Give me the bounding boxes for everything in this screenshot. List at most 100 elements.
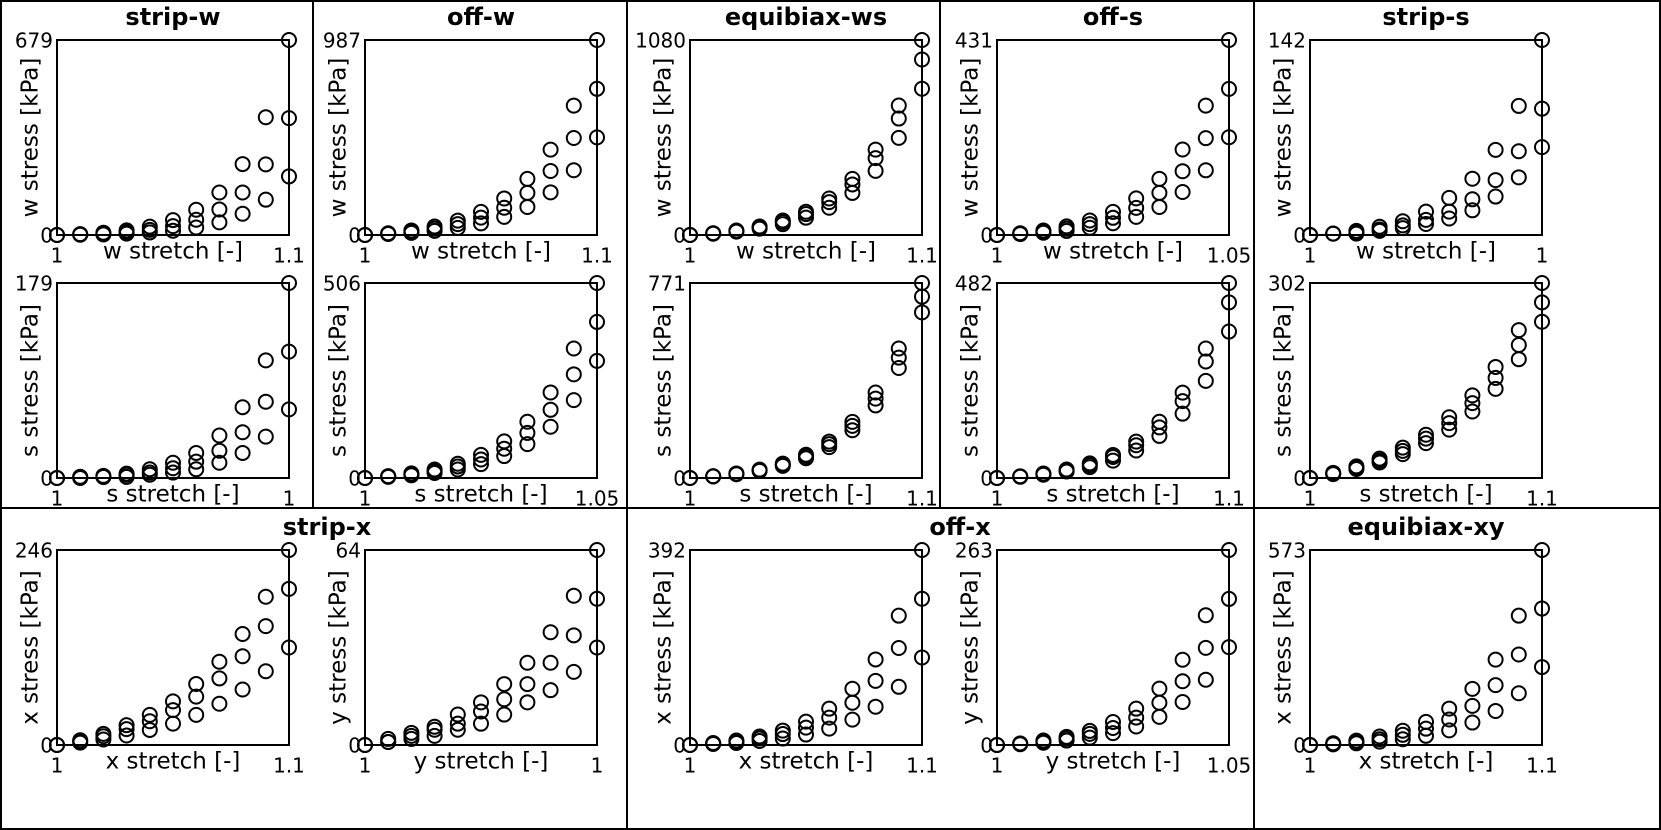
data-point — [914, 288, 930, 305]
data-point — [234, 184, 251, 201]
y-axis-label: x stress [kPa] — [1271, 570, 1297, 725]
data-point — [844, 413, 861, 430]
plot-frame — [1309, 39, 1543, 236]
x-tick-label: 1 — [684, 244, 697, 268]
data-point — [357, 737, 373, 753]
plot-frame — [996, 39, 1230, 236]
data-point — [188, 211, 205, 228]
data-point — [165, 212, 181, 229]
y-tick-label: 263 — [955, 539, 993, 563]
data-point — [1197, 671, 1214, 688]
data-point — [403, 224, 420, 241]
data-point — [1174, 693, 1191, 710]
data-point — [867, 397, 884, 414]
x-tick-label: 1.1 — [906, 487, 938, 511]
data-point — [473, 703, 489, 720]
data-point — [1035, 734, 1052, 751]
data-point — [890, 359, 907, 376]
data-point — [188, 201, 205, 218]
y-axis-label: s stress [kPa] — [958, 304, 984, 457]
data-point — [1371, 222, 1388, 239]
panel-title: equibiax-xy — [1348, 513, 1505, 541]
x-axis-label: w stretch [-] — [411, 239, 551, 265]
data-point — [989, 227, 1005, 243]
data-point — [1510, 685, 1527, 702]
data-point — [380, 468, 397, 485]
data-point — [1441, 409, 1458, 426]
data-point — [141, 713, 158, 730]
panel-title: strip-w — [125, 3, 220, 31]
data-point — [1151, 170, 1168, 187]
data-point — [281, 639, 297, 656]
y-tick-label: 0 — [980, 734, 993, 758]
x-axis-label: y stretch [-] — [414, 749, 549, 775]
data-point — [281, 168, 297, 185]
plot-frame — [1309, 282, 1543, 479]
data-point — [867, 150, 884, 167]
data-point — [281, 110, 297, 127]
data-point — [449, 219, 466, 236]
x-axis-label: w stretch [-] — [1356, 239, 1496, 265]
data-point — [1487, 380, 1504, 397]
x-tick-label: 1 — [1304, 754, 1317, 778]
data-point — [1105, 719, 1121, 736]
data-point — [357, 227, 373, 243]
data-point — [234, 205, 251, 222]
data-point — [1151, 694, 1168, 711]
data-point — [774, 726, 791, 743]
y-axis-label: x stress [kPa] — [651, 570, 677, 725]
data-point — [234, 648, 251, 665]
data-point — [821, 700, 838, 717]
y-tick-label: 179 — [15, 272, 53, 296]
data-point — [705, 225, 722, 242]
data-point — [496, 440, 513, 457]
data-point — [589, 639, 605, 656]
data-point — [1487, 358, 1504, 375]
data-point — [1418, 203, 1434, 220]
data-point — [542, 401, 559, 418]
data-point — [1464, 202, 1481, 219]
data-point — [1151, 680, 1168, 697]
x-axis-label: w stretch [-] — [1043, 239, 1183, 265]
data-point — [449, 715, 466, 732]
x-tick-label: 1.05 — [1207, 754, 1252, 778]
y-tick-label: 142 — [1268, 29, 1306, 53]
data-point — [1151, 419, 1168, 436]
data-point — [1325, 736, 1342, 753]
data-point — [751, 733, 768, 750]
data-point — [234, 424, 251, 441]
data-point — [403, 730, 420, 747]
data-point — [914, 542, 930, 558]
data-point — [1174, 184, 1191, 201]
data-point — [1174, 393, 1191, 410]
x-tick-label: 1.1 — [1526, 487, 1558, 511]
data-point — [473, 215, 489, 232]
data-point — [844, 422, 861, 439]
data-point — [1128, 442, 1145, 459]
data-point — [496, 208, 513, 225]
data-point — [257, 588, 274, 605]
data-point — [281, 32, 297, 48]
x-tick-label: 1 — [283, 487, 296, 511]
data-point — [211, 442, 228, 459]
data-point — [1105, 452, 1121, 469]
data-point — [1510, 646, 1527, 663]
y-tick-label: 771 — [648, 272, 686, 296]
data-point — [798, 450, 814, 467]
data-point — [1394, 731, 1411, 748]
data-point — [257, 156, 274, 173]
data-point — [1221, 542, 1237, 558]
y-tick-label: 506 — [323, 272, 361, 296]
x-tick-label: 1 — [991, 754, 1004, 778]
data-point — [867, 141, 884, 158]
data-point — [1510, 336, 1527, 353]
data-point — [844, 711, 861, 728]
data-point — [1418, 211, 1434, 228]
data-point — [542, 418, 559, 435]
data-point — [1441, 711, 1458, 728]
data-point — [1058, 463, 1075, 480]
data-point — [449, 721, 466, 738]
data-point — [751, 220, 768, 237]
data-point — [1510, 607, 1527, 624]
x-axis-label: s stretch [-] — [1046, 482, 1179, 508]
